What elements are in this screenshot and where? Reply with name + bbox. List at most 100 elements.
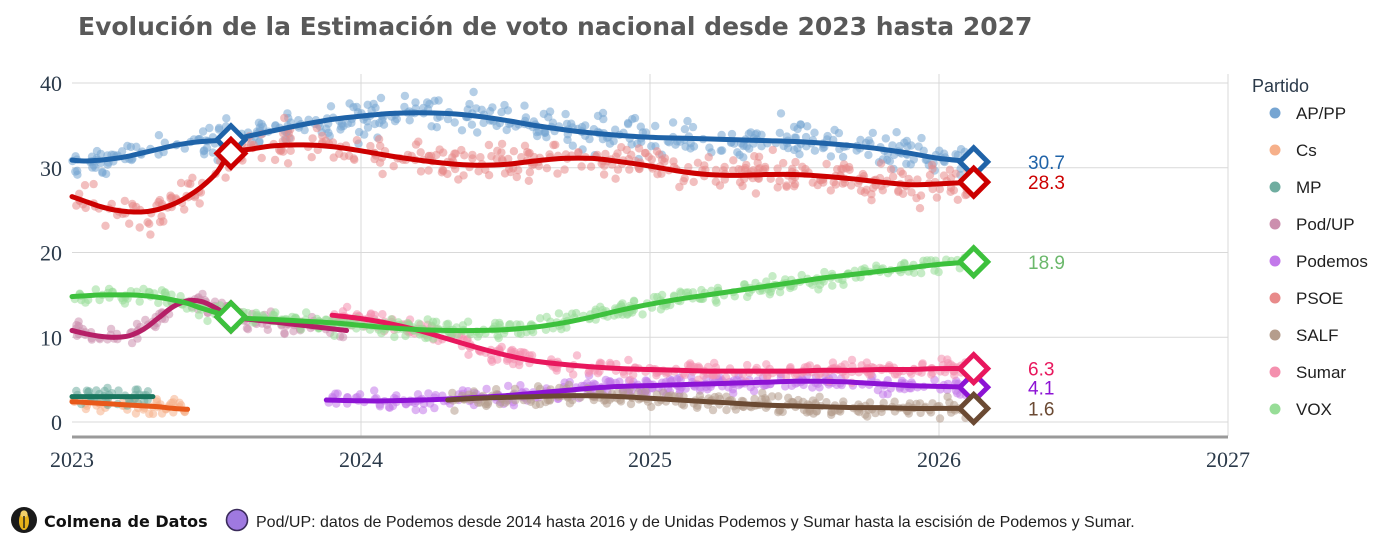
data-point <box>581 121 590 130</box>
data-point <box>326 102 336 111</box>
legend-item-ap-pp[interactable]: AP/PP <box>1269 104 1347 123</box>
data-point <box>601 149 610 159</box>
data-point <box>758 388 767 398</box>
data-point <box>469 87 478 97</box>
data-point <box>776 109 786 118</box>
legend-label-cs: Cs <box>1296 141 1317 160</box>
data-point <box>735 178 745 187</box>
data-point <box>525 148 534 158</box>
data-point <box>796 120 805 129</box>
data-point <box>205 123 214 133</box>
end-value-label-salf: 1.6 <box>1028 399 1054 420</box>
end-value-label-sumar: 6.3 <box>1028 360 1054 381</box>
data-point <box>790 180 800 189</box>
data-point <box>652 147 662 156</box>
election-marker-psoe[interactable] <box>213 135 249 171</box>
data-point <box>553 169 562 178</box>
data-point <box>788 164 797 173</box>
legend-item-psoe[interactable]: PSOE <box>1269 289 1344 308</box>
data-point <box>335 149 344 158</box>
data-point <box>485 107 495 116</box>
legend-item-mp[interactable]: MP <box>1269 178 1322 197</box>
data-point <box>107 199 116 209</box>
data-point <box>640 149 650 158</box>
data-point <box>506 167 515 177</box>
data-point <box>577 162 586 171</box>
data-point <box>773 164 782 173</box>
data-point <box>539 109 548 119</box>
data-point <box>826 152 836 161</box>
data-point <box>195 199 204 208</box>
legend-item-salf[interactable]: SALF <box>1269 326 1339 345</box>
y-axis-tick-label: 0 <box>51 410 62 435</box>
end-marker-vox[interactable] <box>956 244 992 280</box>
data-point <box>411 405 420 415</box>
data-point <box>474 167 483 176</box>
data-point <box>154 298 163 308</box>
data-point <box>493 146 502 155</box>
data-point <box>516 329 526 339</box>
data-point <box>439 166 448 176</box>
data-point <box>767 392 777 401</box>
data-point <box>599 114 608 124</box>
data-point <box>868 128 877 138</box>
data-point <box>949 186 959 195</box>
data-point <box>443 319 453 328</box>
election-marker-vox[interactable] <box>213 299 249 335</box>
data-point <box>672 375 682 384</box>
data-point <box>504 381 513 391</box>
footer-note-text: Pod/UP: datos de Podemos desde 2014 hast… <box>256 514 1135 531</box>
data-point <box>283 159 293 168</box>
x-axis-tick-label: 2027 <box>1206 447 1250 472</box>
legend-item-sumar[interactable]: Sumar <box>1269 363 1347 382</box>
data-point <box>751 189 761 198</box>
data-point <box>542 312 551 322</box>
data-point <box>312 123 322 133</box>
data-point <box>818 144 828 153</box>
data-point <box>257 119 266 129</box>
data-point <box>713 283 723 293</box>
end-marker-salf[interactable] <box>956 390 992 426</box>
data-point <box>904 174 913 184</box>
data-point <box>953 151 963 160</box>
end-marker-psoe[interactable] <box>956 164 992 200</box>
end-value-label-podemos: 4.1 <box>1028 378 1054 399</box>
data-point <box>820 267 829 277</box>
data-point <box>271 308 280 317</box>
data-point <box>484 171 494 180</box>
data-point <box>473 128 482 137</box>
data-point <box>773 183 782 192</box>
data-point <box>768 272 777 281</box>
data-point <box>762 372 772 381</box>
data-point <box>123 141 132 151</box>
data-point <box>935 185 944 194</box>
data-point <box>95 295 104 305</box>
legend-item-podemos[interactable]: Podemos <box>1269 252 1368 271</box>
data-point <box>714 392 723 401</box>
legend-item-cs[interactable]: Cs <box>1269 141 1317 160</box>
data-point <box>117 147 127 156</box>
data-point <box>680 125 690 134</box>
data-point <box>689 177 698 187</box>
x-axis-tick-label: 2023 <box>50 447 94 472</box>
data-point <box>781 382 790 391</box>
data-point <box>783 143 793 153</box>
data-point <box>487 152 496 161</box>
legend-swatch-cs <box>1269 144 1281 156</box>
data-point <box>569 370 578 379</box>
data-point <box>180 205 189 214</box>
data-point <box>101 221 110 230</box>
data-point <box>370 386 379 395</box>
data-point <box>330 331 339 340</box>
end-marker-sumar[interactable] <box>956 351 992 387</box>
legend-item-vox[interactable]: VOX <box>1269 400 1332 419</box>
data-point <box>376 93 386 103</box>
data-point <box>494 333 503 343</box>
data-point <box>468 150 477 160</box>
data-point <box>72 201 81 210</box>
data-point <box>757 142 766 151</box>
data-point <box>684 163 693 172</box>
legend-item-pod-up[interactable]: Pod/UP <box>1269 215 1355 234</box>
data-point <box>917 269 926 278</box>
